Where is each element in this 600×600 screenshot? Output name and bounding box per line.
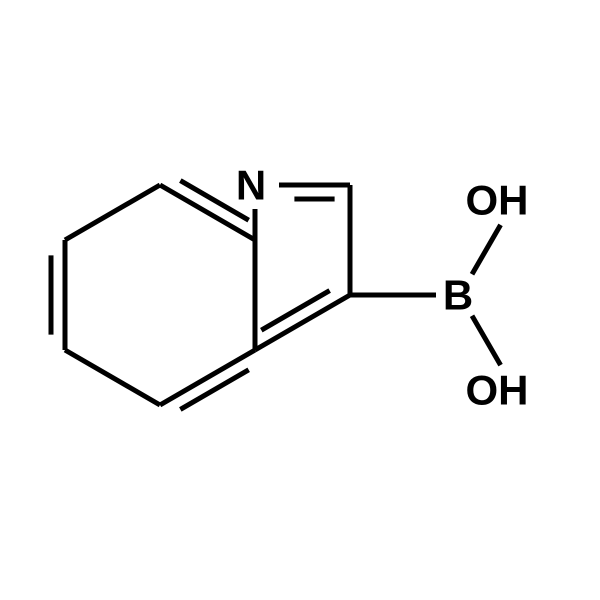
bond bbox=[255, 295, 350, 350]
atom-label-b: B bbox=[443, 272, 473, 319]
bond bbox=[65, 350, 160, 405]
bond bbox=[472, 316, 501, 365]
bond bbox=[472, 225, 501, 274]
molecule-diagram: N B OH OH bbox=[0, 0, 600, 600]
bond bbox=[160, 350, 255, 405]
atom-label-n1: N bbox=[236, 162, 266, 209]
atom-label-o1: OH bbox=[466, 177, 529, 224]
atom-label-o2: OH bbox=[466, 367, 529, 414]
bond bbox=[65, 185, 160, 240]
